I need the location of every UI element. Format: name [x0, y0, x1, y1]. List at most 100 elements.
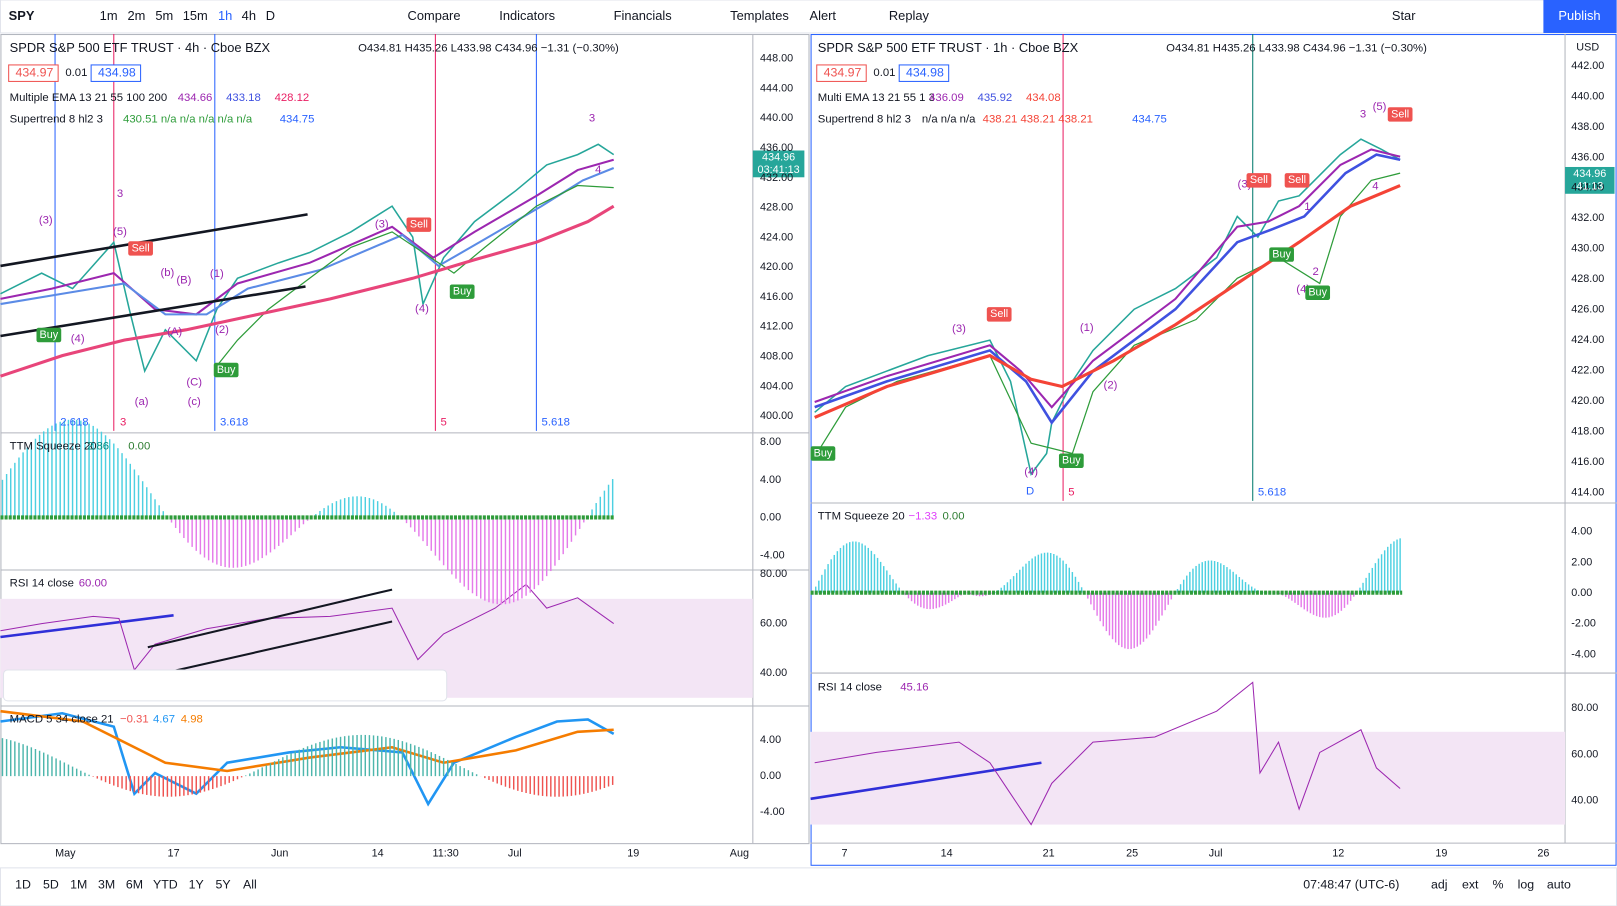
- macd-value: 4.67: [153, 713, 175, 725]
- star-button[interactable]: Star: [1392, 8, 1416, 23]
- supertrend-value: 430.51 n/a n/a n/a n/a n/a: [123, 114, 253, 126]
- toggle[interactable]: %: [1493, 878, 1504, 892]
- ask: 434.98: [906, 65, 944, 79]
- interval[interactable]: 1h: [218, 8, 232, 23]
- range-button[interactable]: 6M: [126, 878, 143, 892]
- range-button[interactable]: All: [243, 878, 257, 892]
- wave-label: (b): [160, 267, 174, 279]
- signal-label: Sell: [990, 308, 1008, 320]
- range-button[interactable]: 5Y: [215, 878, 230, 892]
- price-axis-label: 438.00: [1571, 121, 1604, 133]
- rsi-value: 60.00: [79, 577, 107, 589]
- ttm-legend: TTM Squeeze 20: [10, 440, 97, 452]
- signal-badge: [1387, 107, 1413, 122]
- range-button[interactable]: 1Y: [189, 878, 204, 892]
- supertrend-value: 434.75: [1132, 114, 1167, 126]
- interval[interactable]: D: [266, 8, 275, 23]
- toggle[interactable]: auto: [1547, 878, 1571, 892]
- toggle[interactable]: log: [1518, 878, 1535, 892]
- price-axis-label: 432.00: [760, 172, 793, 184]
- interval[interactable]: 2m: [128, 8, 146, 23]
- signal-badge: [1058, 453, 1084, 468]
- time-axis-label: 25: [1126, 847, 1138, 859]
- toolbar-button[interactable]: Alert: [810, 8, 837, 23]
- signal-badge: [128, 241, 153, 256]
- supertrend-value: n/a n/a n/a: [922, 114, 976, 126]
- ask-box: [898, 64, 950, 82]
- time-axis-label: 26: [1537, 847, 1549, 859]
- wave-label: (A): [167, 326, 182, 338]
- histograms: [0, 419, 1403, 797]
- interval[interactable]: 1m: [100, 8, 118, 23]
- wave-label: (B): [176, 274, 191, 286]
- toolbar-button[interactable]: Replay: [889, 8, 930, 23]
- wave-label: (c): [188, 396, 201, 408]
- range-button[interactable]: 5D: [43, 878, 59, 892]
- wave-label: (C): [186, 376, 202, 388]
- clock: 07:48:47 (UTC-6): [1303, 878, 1399, 892]
- symbol[interactable]: SPY: [9, 8, 35, 23]
- right-price-lines: [0, 138, 1401, 826]
- wave-label: 4: [595, 164, 601, 176]
- signal-badge: [986, 307, 1012, 322]
- signal-label: Buy: [1062, 455, 1081, 467]
- wave-label: (3): [375, 219, 389, 231]
- interval[interactable]: 15m: [183, 8, 208, 23]
- ttm-value: 0.00: [942, 510, 964, 522]
- signal-label: Sell: [1288, 174, 1306, 186]
- time-axis-label: 12: [1332, 847, 1344, 859]
- ask-box: [90, 64, 142, 82]
- ttm-legend: TTM Squeeze 20: [818, 510, 905, 522]
- macd-axis-label: 0.00: [760, 770, 781, 782]
- wave-label: D: [1026, 486, 1034, 498]
- drawing-toolbar[interactable]: [2, 669, 448, 702]
- supertrend-legend: Supertrend 8 hl2 3: [818, 114, 911, 126]
- publish-label[interactable]: Publish: [1558, 8, 1600, 23]
- signal-badge: [213, 362, 239, 378]
- time-axis-label: Aug: [730, 847, 749, 859]
- price-axis-label: 416.00: [1571, 456, 1604, 468]
- bid: 434.97: [16, 65, 54, 79]
- signal-label: Buy: [217, 364, 236, 376]
- rsi-axis-label: 60.00: [1571, 748, 1598, 760]
- toolbar-button[interactable]: Compare: [408, 8, 461, 23]
- price-axis-label: 422.00: [1571, 365, 1604, 377]
- supertrend-legend: Supertrend 8 hl2 3: [10, 114, 103, 126]
- fib-label: 5.618: [1258, 487, 1286, 499]
- price-axis-label: 418.00: [1571, 426, 1604, 438]
- bottom-bar: [0, 867, 1617, 906]
- ema-legend: Multi EMA 13 21 55 1 3: [818, 92, 935, 104]
- time-axis-label: 19: [1435, 847, 1447, 859]
- range-button[interactable]: 1D: [15, 878, 31, 892]
- countdown: 03:41:13: [758, 164, 800, 176]
- countdown: 41:13: [1576, 180, 1603, 192]
- price-axis-label: 424.00: [1571, 334, 1604, 346]
- signal-badge: [449, 284, 475, 299]
- toolbar-button[interactable]: Indicators: [499, 8, 555, 23]
- signal-label: Buy: [1308, 287, 1327, 299]
- toggle[interactable]: adj: [1431, 878, 1448, 892]
- ema-value: 433.18: [226, 92, 261, 104]
- wave-label: 2: [1312, 266, 1318, 278]
- time-axis-label: Jul: [1209, 847, 1223, 859]
- price-axis-label: 440.00: [760, 112, 793, 124]
- range-button[interactable]: 3M: [98, 878, 115, 892]
- range-button[interactable]: 1M: [70, 878, 87, 892]
- macd-axis-label: 4.00: [760, 734, 781, 746]
- toolbar-button[interactable]: Templates: [730, 8, 789, 23]
- fib-label: 3.618: [220, 417, 248, 429]
- signal-badge: [1269, 247, 1294, 262]
- toggle[interactable]: ext: [1462, 878, 1479, 892]
- interval[interactable]: 5m: [155, 8, 173, 23]
- range-button[interactable]: YTD: [153, 878, 178, 892]
- wave-label: (1): [1080, 322, 1094, 334]
- ttm-value: −1.33: [908, 510, 937, 522]
- price-axis-label: 400.00: [760, 410, 793, 422]
- wave-label: (4): [1024, 466, 1038, 478]
- rsi-axis-label: 60.00: [760, 617, 787, 629]
- toolbar-button[interactable]: Financials: [614, 8, 672, 23]
- time-axis-label: 14: [941, 847, 953, 859]
- publish-button[interactable]: [1543, 0, 1617, 33]
- macd-axis-label: -4.00: [760, 806, 785, 818]
- interval[interactable]: 4h: [242, 8, 256, 23]
